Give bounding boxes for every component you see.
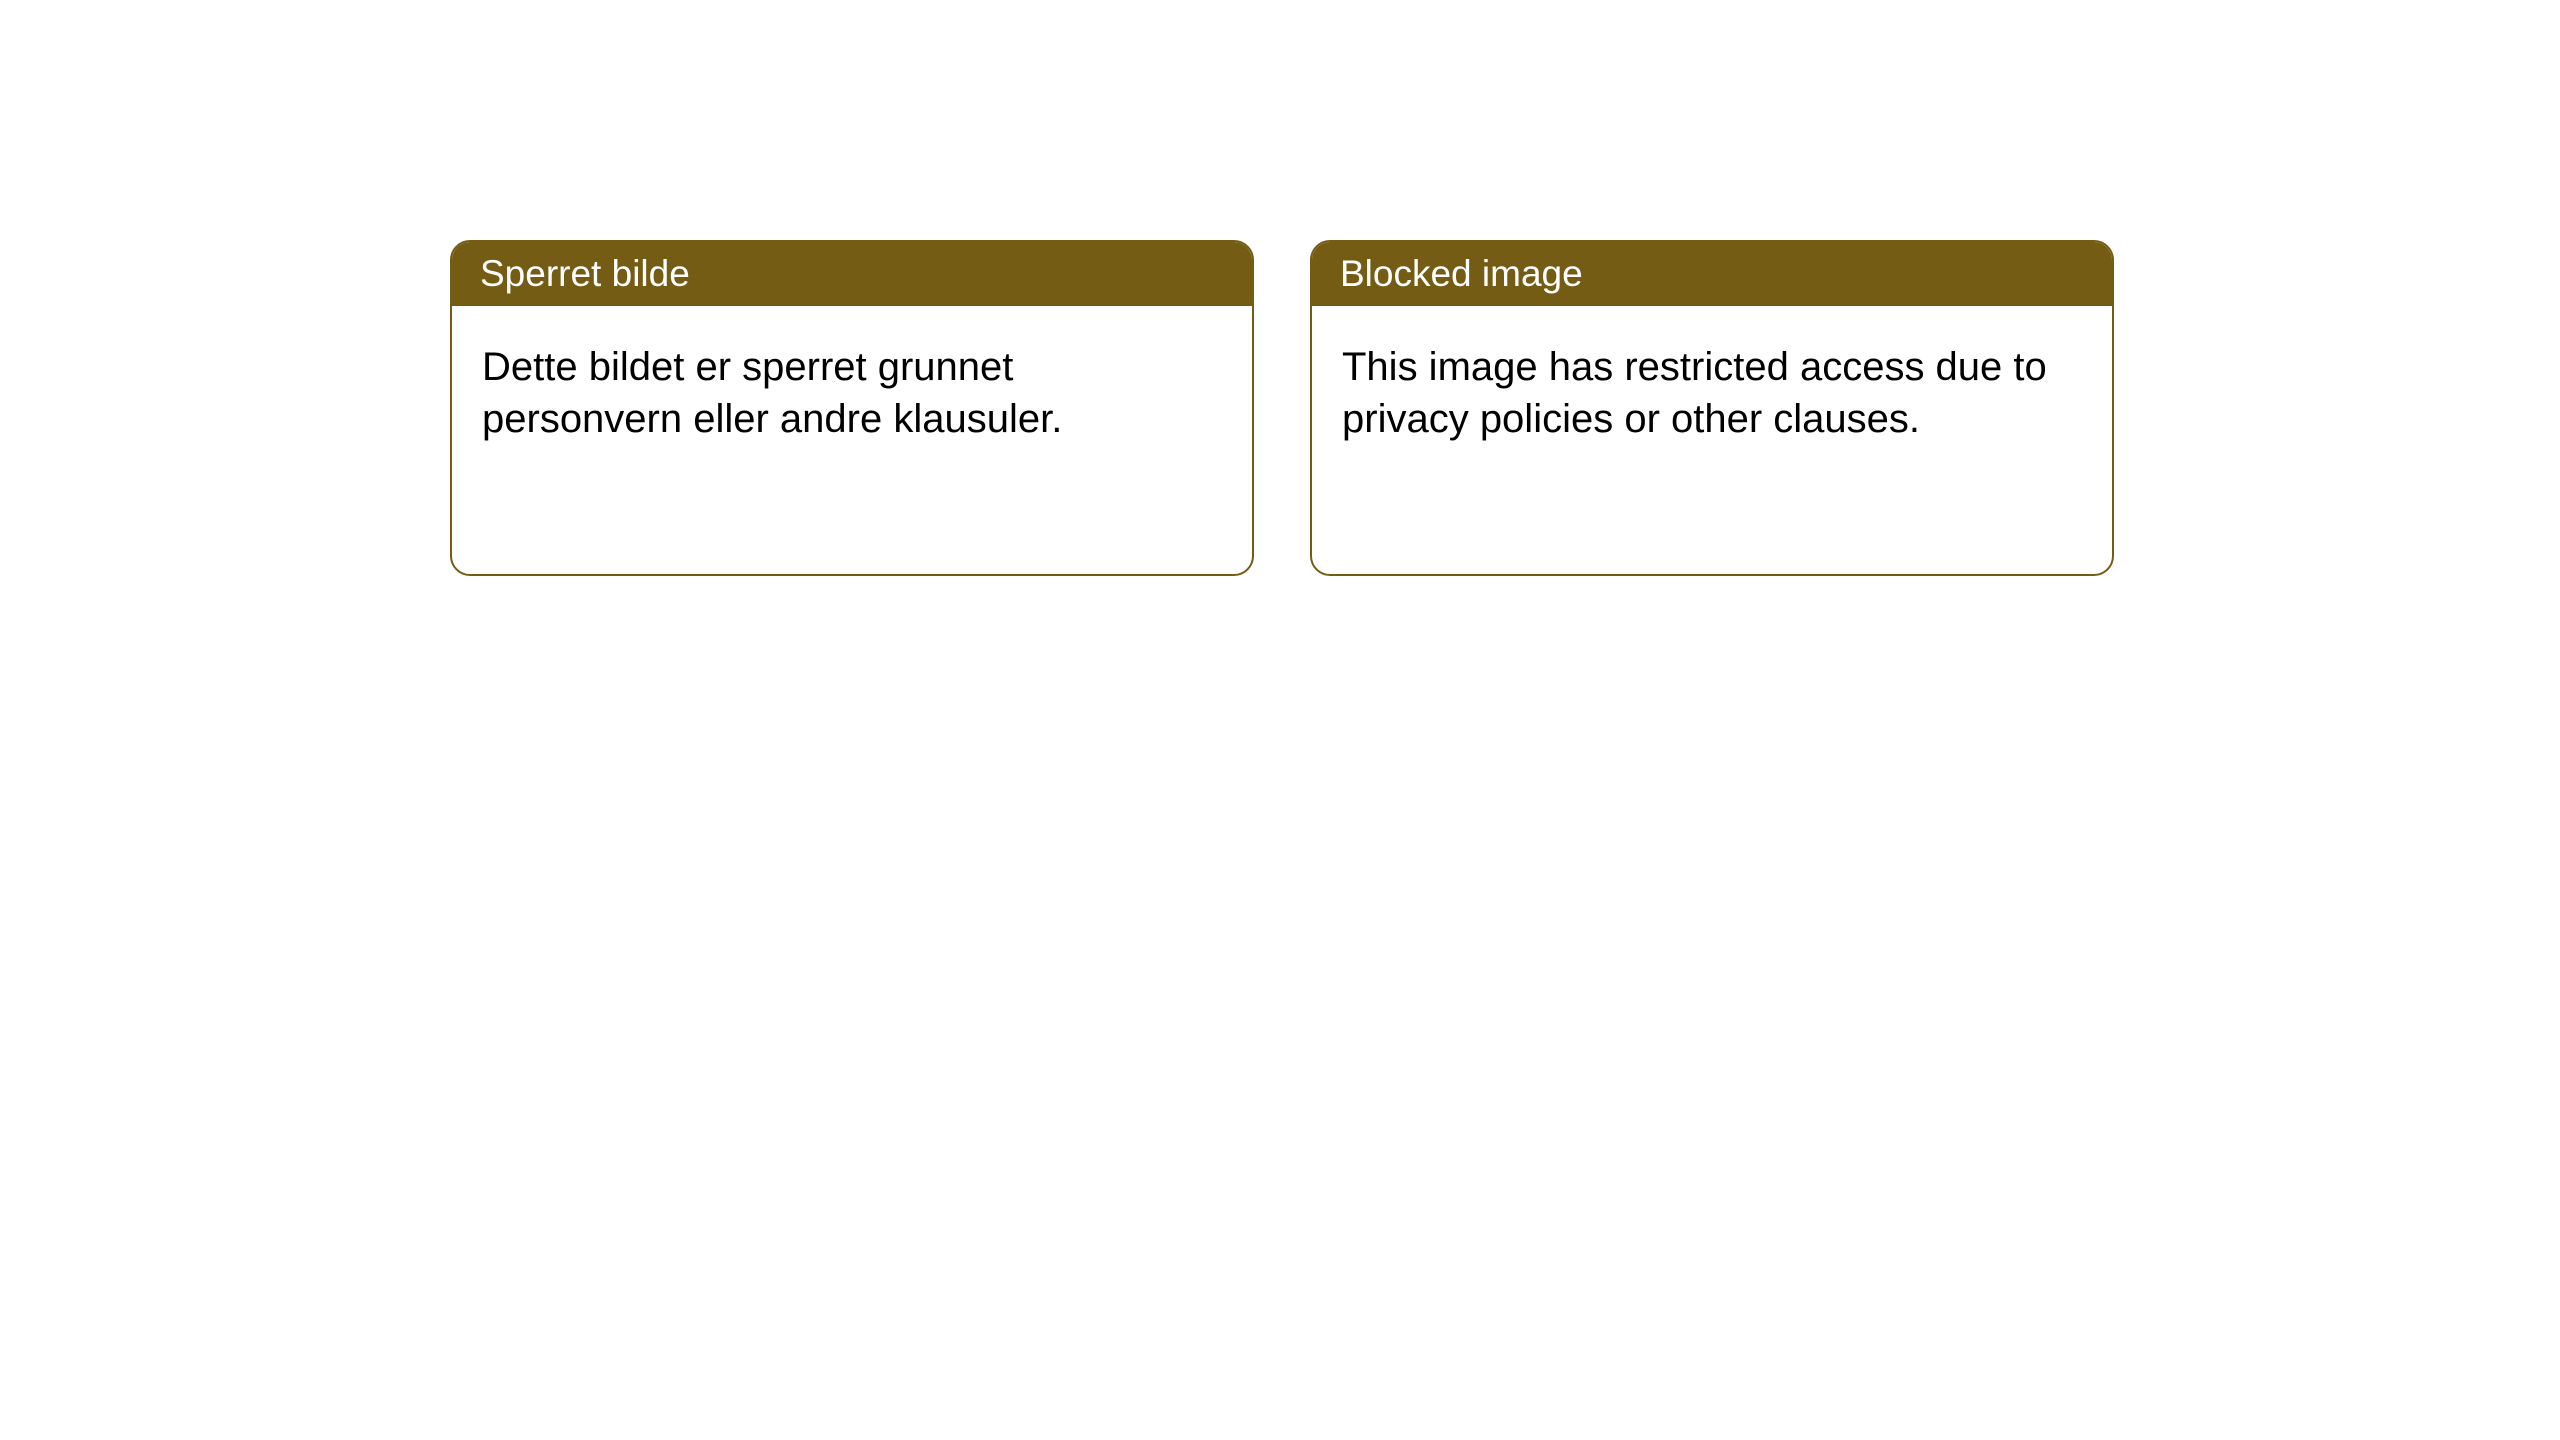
card-row: Sperret bilde Dette bildet er sperret gr…	[450, 240, 2114, 576]
card-title-no: Sperret bilde	[452, 242, 1252, 306]
blocked-image-card-no: Sperret bilde Dette bildet er sperret gr…	[450, 240, 1254, 576]
card-title-en: Blocked image	[1312, 242, 2112, 306]
blocked-image-card-en: Blocked image This image has restricted …	[1310, 240, 2114, 576]
card-body-en: This image has restricted access due to …	[1312, 306, 2112, 481]
card-body-no: Dette bildet er sperret grunnet personve…	[452, 306, 1252, 481]
